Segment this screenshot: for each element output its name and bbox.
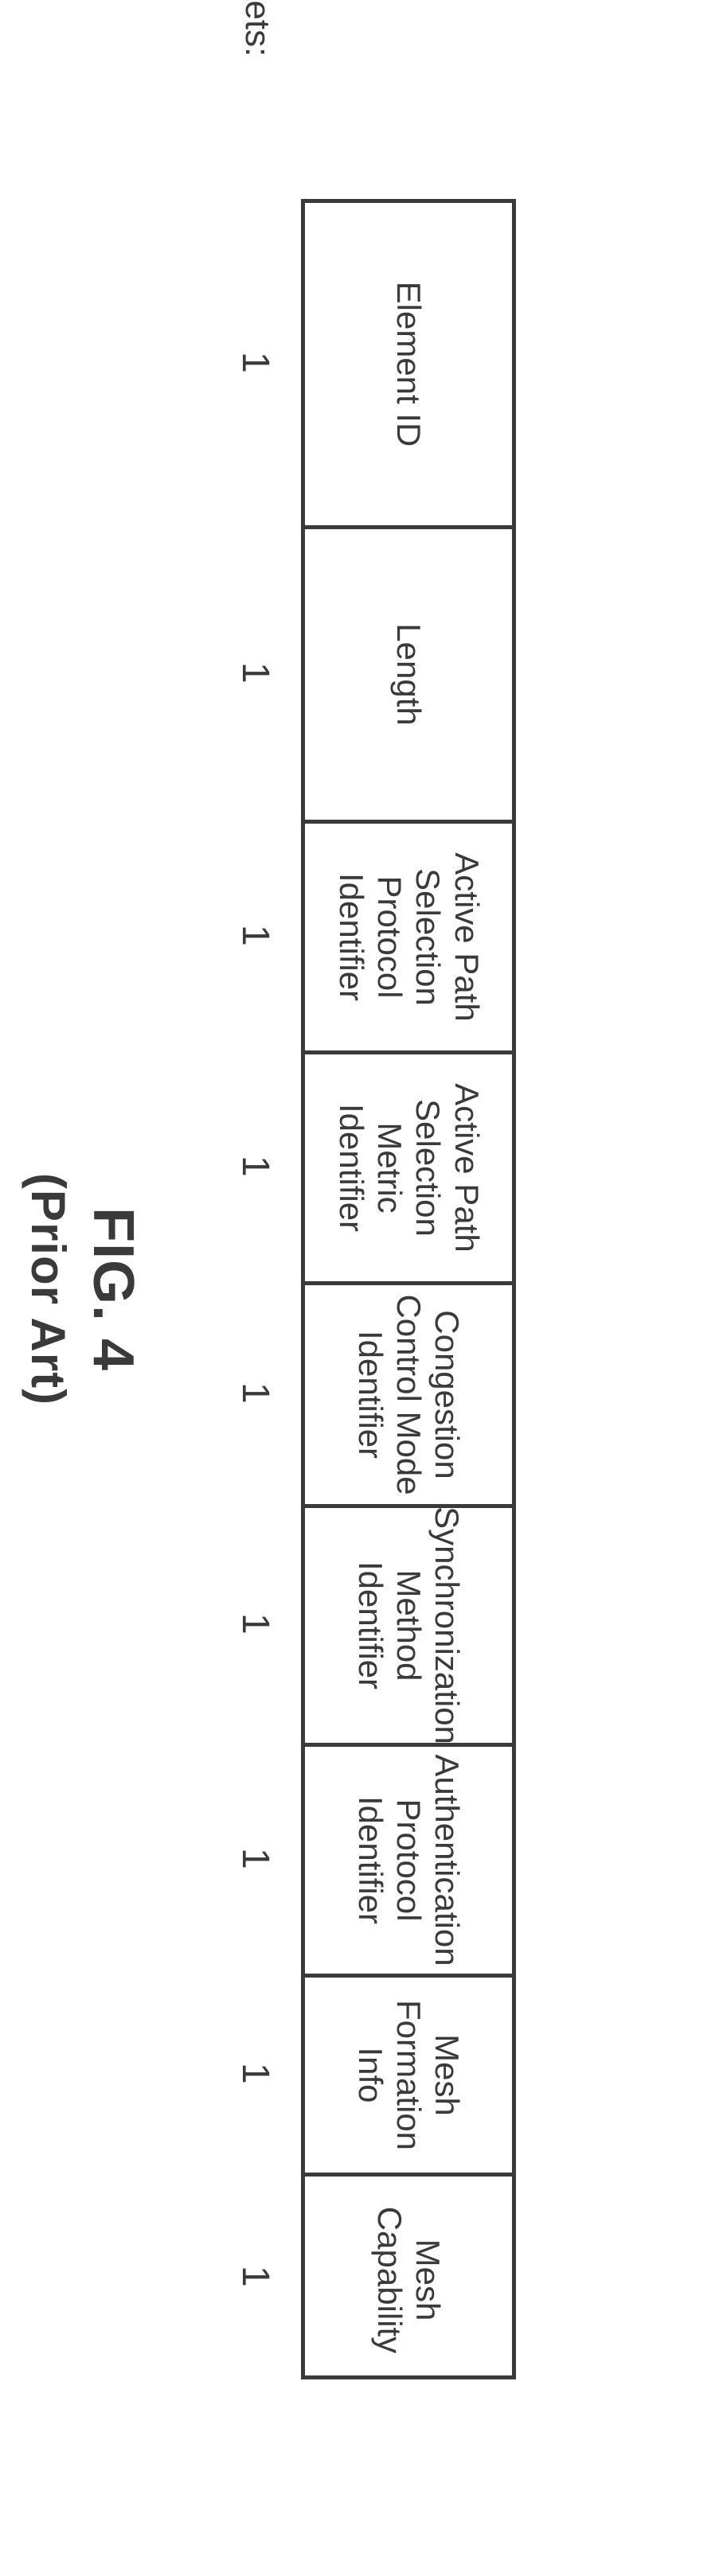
octets-values: 111111111: [233, 199, 277, 2379]
field-cell: Synchronization Method Identifier: [305, 1508, 512, 1747]
octet-value: 1: [233, 820, 277, 1050]
octet-value: 1: [233, 2173, 277, 2379]
field-layout-row: Element IDLengthActive Path Selection Pr…: [301, 199, 516, 2379]
field-cell: Element ID: [305, 203, 512, 529]
octet-value: 1: [233, 1281, 277, 1504]
field-cell: Mesh Formation Info: [305, 1978, 512, 2177]
octet-value: 1: [233, 1504, 277, 1743]
field-cell: Active Path Selection Metric Identifier: [305, 1054, 512, 1285]
field-cell: Active Path Selection Protocol Identifie…: [305, 824, 512, 1054]
field-cell: Length: [305, 529, 512, 824]
field-cell: Congestion Control Mode Identifier: [305, 1285, 512, 1508]
octet-value: 1: [233, 1974, 277, 2173]
field-cell: Mesh Capability: [305, 2177, 512, 2383]
figure-subcaption: (Prior Art): [21, 199, 76, 2379]
field-cell: Authentication Protocol Identifier: [305, 1747, 512, 1978]
octet-value: 1: [233, 199, 277, 525]
octets-row: Octets: 111111111: [233, 80, 277, 2379]
octet-value: 1: [233, 525, 277, 820]
octet-value: 1: [233, 1743, 277, 1974]
octets-label: Octets:: [237, 0, 277, 64]
figure-number: FIG. 4: [81, 1207, 145, 1371]
octet-value: 1: [233, 1050, 277, 1281]
figure-caption: FIG. 4 (Prior Art): [21, 199, 146, 2379]
